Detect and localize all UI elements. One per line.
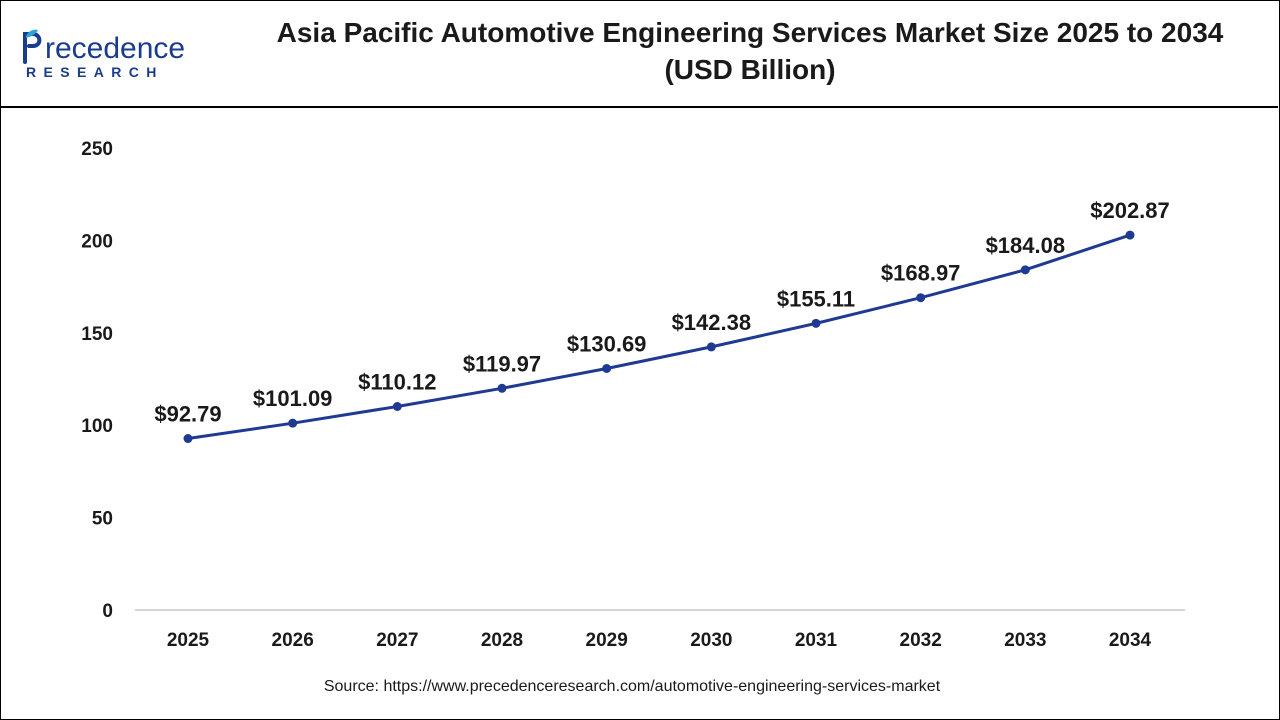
x-tick-label: 2026 (272, 630, 314, 651)
data-point (497, 383, 507, 393)
logo-brand-sub: RESEARCH (26, 64, 164, 80)
data-point (916, 293, 926, 303)
x-tick-label: 2031 (795, 630, 838, 651)
x-tick-label: 2028 (481, 630, 523, 651)
data-label: $184.08 (986, 233, 1066, 258)
data-point (1125, 230, 1135, 240)
data-point (602, 363, 612, 373)
line-chart: 0 50 100 150 200 250 2025 2026 2027 2028 2029 2030… (81, 139, 1185, 651)
data-label: $110.12 (358, 369, 436, 394)
data-point (183, 434, 193, 444)
chart-title-line2: (USD Billion) (664, 54, 836, 85)
y-tick-label: 250 (81, 139, 113, 160)
x-tick-label: 2025 (167, 630, 210, 651)
data-point (1020, 265, 1030, 275)
x-tick-label: 2034 (1109, 630, 1152, 651)
data-label: $168.97 (881, 261, 961, 286)
data-points (183, 230, 1135, 444)
y-axis-ticks: 0 50 100 150 200 250 (81, 139, 113, 622)
data-label: $130.69 (567, 331, 647, 356)
logo-brand-word: recedence (45, 32, 186, 65)
x-tick-label: 2027 (376, 630, 418, 651)
header: recedence RESEARCH Asia Pacific Automoti… (0, 0, 1278, 108)
data-point (811, 318, 821, 328)
x-tick-label: 2032 (900, 630, 942, 651)
y-tick-label: 200 (81, 231, 113, 252)
y-tick-label: 150 (81, 324, 113, 345)
data-label: $101.09 (253, 386, 333, 411)
data-label: $155.11 (777, 286, 855, 311)
precedence-research-logo: recedence RESEARCH (22, 24, 222, 84)
x-tick-label: 2030 (690, 630, 732, 651)
y-tick-label: 0 (102, 601, 113, 622)
source-note: Source: https://www.precedenceresearch.c… (323, 678, 941, 695)
y-tick-label: 50 (92, 509, 113, 530)
x-tick-label: 2029 (586, 630, 628, 651)
data-point (288, 418, 298, 428)
data-label: $202.87 (1090, 198, 1170, 223)
data-labels: $92.79 $101.09 $110.12 $119.97 $130.69 $142.3… (154, 198, 1169, 426)
data-point (706, 342, 716, 352)
data-label: $119.97 (463, 351, 541, 376)
x-axis-ticks: 2025 2026 2027 2028 2029 2030 2031 2032 2033 2034 (167, 630, 1152, 651)
series-line (187, 233, 1131, 440)
data-label: $142.38 (672, 310, 752, 335)
logo-p-leaf-icon (23, 29, 42, 64)
chart-title: Asia Pacific Automotive Engineering Serv… (250, 14, 1250, 88)
logo-wordmark: recedence (22, 24, 185, 64)
data-label: $92.79 (154, 402, 221, 427)
data-point (392, 401, 402, 411)
y-tick-label: 100 (81, 416, 113, 437)
x-tick-label: 2033 (1004, 630, 1046, 651)
chart-title-line1: Asia Pacific Automotive Engineering Serv… (276, 17, 1224, 48)
